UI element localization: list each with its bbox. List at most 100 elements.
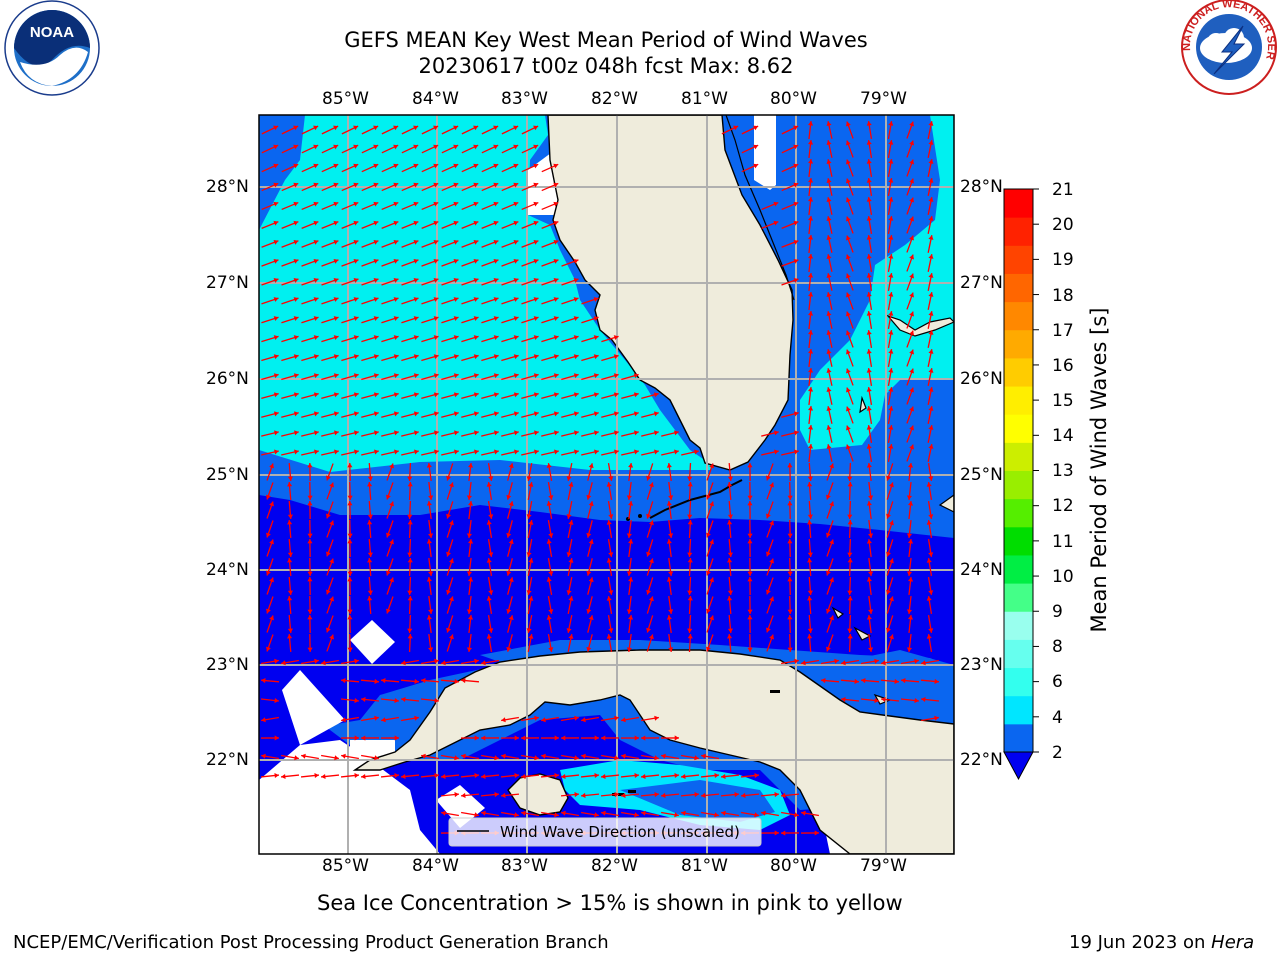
wind-arrow-head xyxy=(433,354,439,360)
wind-arrow-head xyxy=(407,590,413,595)
wind-arrow-head xyxy=(461,678,466,684)
wind-arrow-head xyxy=(753,144,759,150)
wind-arrow-head xyxy=(553,278,559,283)
wind-arrow-head xyxy=(581,753,586,759)
lat-label-left: 24°N xyxy=(206,560,249,580)
wind-arrow-head xyxy=(633,411,639,417)
wind-arrow-head xyxy=(573,411,579,417)
colorbar-tick-label: 17 xyxy=(1052,321,1074,341)
wind-arrow-head xyxy=(353,278,359,283)
wind-arrow-head xyxy=(493,201,499,207)
colorbar-label: Mean Period of Wind Waves [s] xyxy=(1087,308,1111,633)
wind-arrow-head xyxy=(909,444,914,450)
wind-arrow-head xyxy=(307,571,313,576)
wind-arrow-head xyxy=(573,354,579,360)
wind-arrow-head xyxy=(453,125,459,131)
wind-arrow-head xyxy=(548,571,554,576)
wind-arrow-head xyxy=(787,539,793,544)
wind-arrow-head xyxy=(706,532,711,538)
wind-arrow-head xyxy=(413,354,419,360)
wind-arrow-head xyxy=(326,627,331,633)
wind-arrow-head xyxy=(574,715,579,721)
wind-arrow-head xyxy=(573,335,579,341)
colorbar-tick-label: 4 xyxy=(1052,708,1063,728)
wind-arrow-head xyxy=(866,273,872,278)
wind-arrow-head xyxy=(333,316,339,321)
wind-arrow-head xyxy=(668,571,674,576)
wind-arrow-head xyxy=(594,735,599,741)
wind-arrow-head xyxy=(826,608,831,614)
wind-arrow-head xyxy=(473,335,479,341)
wind-arrow-head xyxy=(866,577,872,582)
wind-arrow-head xyxy=(808,216,814,221)
wind-arrow-head xyxy=(508,501,514,507)
wind-arrow-head xyxy=(287,628,293,633)
wind-arrow-head xyxy=(908,577,914,582)
wind-arrow-head xyxy=(648,482,654,488)
wind-arrow-head xyxy=(293,297,299,302)
wind-arrow-head xyxy=(586,532,592,538)
wind-arrow-head xyxy=(847,476,853,481)
wind-arrow-head xyxy=(329,634,334,640)
wind-arrow-head xyxy=(826,121,832,126)
wind-arrow-head xyxy=(886,513,891,519)
wind-arrow-head xyxy=(473,201,479,207)
wind-arrow-head xyxy=(373,392,379,398)
wind-arrow-head xyxy=(687,628,693,633)
wind-arrow-head xyxy=(566,514,572,519)
wind-arrow-head xyxy=(588,615,594,621)
wind-arrow-head xyxy=(533,239,539,245)
wind-arrow-head xyxy=(407,628,413,633)
wind-arrow-head xyxy=(454,449,459,455)
colorbar-segment xyxy=(1004,554,1033,584)
wind-arrow-head xyxy=(347,501,353,506)
wind-arrow-head xyxy=(573,392,579,398)
wind-arrow-head xyxy=(426,615,432,620)
wind-arrow-head xyxy=(826,532,831,538)
wind-arrow-head xyxy=(727,590,733,595)
wind-arrow-head xyxy=(553,182,559,188)
wind-arrow-head xyxy=(261,753,266,759)
wind-arrow-head xyxy=(601,735,606,741)
wind-arrow-head xyxy=(766,551,771,557)
wind-arrow-head xyxy=(546,615,552,620)
wind-arrow-head xyxy=(287,520,293,525)
wind-arrow-head xyxy=(373,144,379,150)
wind-arrow-head xyxy=(606,558,612,563)
wind-arrow-head xyxy=(433,373,439,379)
wind-arrow-head xyxy=(628,577,634,582)
wind-arrow-head xyxy=(373,182,379,188)
lon-label-top: 85°W xyxy=(322,89,369,109)
wind-arrow-head xyxy=(747,463,753,468)
wind-arrow-head xyxy=(533,354,539,360)
wind-arrow-head xyxy=(307,539,313,544)
ocean-band-4-6-gulf xyxy=(259,115,712,472)
wind-arrow-head xyxy=(393,220,399,226)
lon-label-top: 84°W xyxy=(412,89,459,109)
wind-arrow-head xyxy=(393,411,399,417)
wind-arrow-head xyxy=(441,773,446,780)
wind-arrow-head xyxy=(367,558,373,563)
ocean-band-2-4-south xyxy=(620,780,775,822)
wind-arrow-head xyxy=(794,812,799,818)
colorbar-tick-label: 11 xyxy=(1052,532,1074,552)
wind-arrow-head xyxy=(706,570,711,576)
wind-arrow-head xyxy=(389,577,394,583)
wind-arrow-head xyxy=(393,297,399,302)
wind-arrow-head xyxy=(413,430,419,436)
wind-arrow-head xyxy=(413,373,419,379)
wind-arrow-head xyxy=(393,182,399,188)
wind-arrow-head xyxy=(394,697,399,704)
wind-arrow-head xyxy=(446,551,451,557)
wind-arrow-head xyxy=(413,316,419,321)
wind-arrow-head xyxy=(807,634,813,639)
wind-arrow-head xyxy=(294,755,299,761)
wind-arrow-head xyxy=(293,373,299,379)
wind-arrow-head xyxy=(909,178,914,184)
colorbar-extend-triangle xyxy=(1003,751,1034,781)
wind-arrow-head xyxy=(433,335,439,341)
wind-arrow-head xyxy=(393,335,399,341)
wind-arrow-head xyxy=(909,368,914,374)
colorbar-segment xyxy=(1004,217,1033,246)
wind-arrow-head xyxy=(761,810,766,816)
